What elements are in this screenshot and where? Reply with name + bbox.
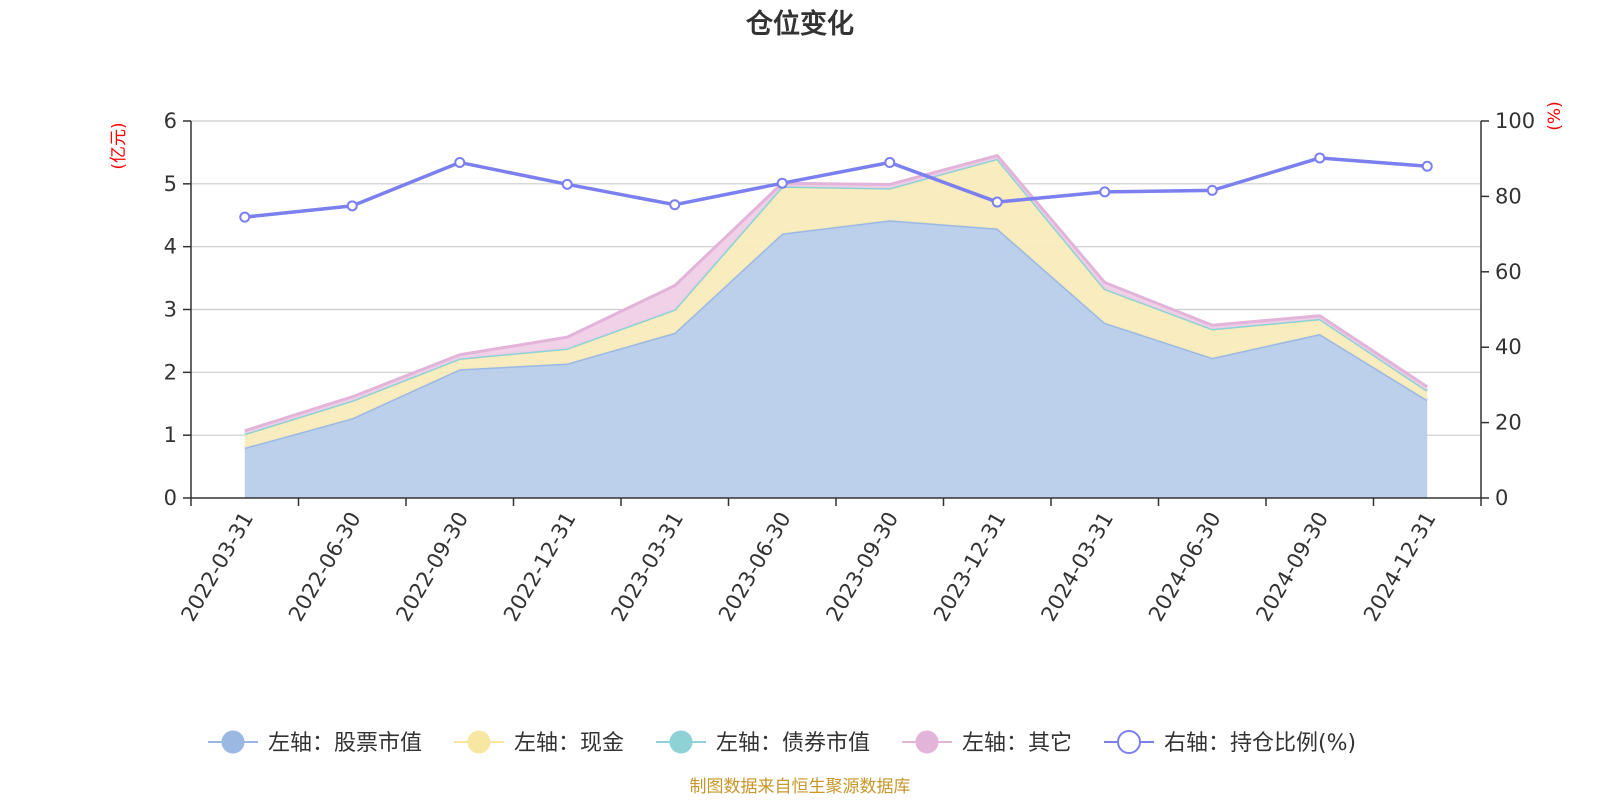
data-source-note: 制图数据来自恒生聚源数据库	[690, 777, 911, 797]
legend-item-4[interactable]: 右轴：持仓比例(%)	[1104, 730, 1356, 756]
x-tick-label-8: 2024-03-31	[1036, 508, 1118, 626]
holding-ratio-point-4	[669, 199, 681, 211]
x-tick-label-4: 2023-03-31	[606, 508, 688, 626]
legend-marker-3	[915, 730, 939, 754]
x-tick-label-7: 2023-12-31	[929, 508, 1011, 626]
legend-marker-2	[669, 730, 693, 754]
area-series-0	[244, 220, 1428, 498]
legend-label-3: 左轴：其它	[962, 731, 1072, 756]
holding-ratio-point-0	[239, 211, 251, 223]
holding-ratio-point-11	[1421, 160, 1433, 172]
legend-marker-1	[467, 730, 491, 754]
legend: 左轴：股票市值 左轴：现金 左轴：债券市值 左轴：其它 右轴：持仓比例(%)	[208, 730, 1356, 756]
x-tick-label-1: 2022-06-30	[284, 508, 366, 626]
holding-ratio-point-1	[346, 200, 358, 212]
legend-label-1: 左轴：现金	[514, 731, 624, 756]
chart-title: 仓位变化	[745, 8, 854, 40]
holding-ratio-path	[244, 156, 1428, 219]
legend-label-2: 左轴：债券市值	[716, 731, 870, 756]
x-tick-label-3: 2022-12-31	[499, 508, 581, 626]
right-tick-label-1: 20	[1495, 411, 1522, 435]
holding-ratio-point-9	[1206, 184, 1218, 196]
left-axis-unit: (亿元)	[109, 122, 129, 169]
right-tick-label-3: 60	[1495, 260, 1522, 284]
holding-ratio-point-6	[884, 156, 896, 168]
holding-ratio-point-2	[454, 156, 466, 168]
holding-ratio-point-3	[561, 178, 573, 190]
x-tick-label-6: 2023-09-30	[821, 508, 903, 626]
right-tick-label-0: 0	[1495, 486, 1508, 510]
x-tick-label-9: 2024-06-30	[1144, 508, 1226, 626]
left-tick-label-5: 5	[164, 172, 177, 196]
right-tick-label-2: 40	[1495, 335, 1522, 359]
legend-item-2[interactable]: 左轴：债券市值	[656, 730, 870, 756]
x-tick-label-0: 2022-03-31	[176, 508, 258, 626]
stacked-areas	[244, 154, 1429, 498]
x-tick-label-10: 2024-09-30	[1251, 508, 1333, 626]
legend-marker-0	[221, 730, 245, 754]
right-tick-label-4: 80	[1495, 184, 1522, 208]
legend-item-0[interactable]: 左轴：股票市值	[208, 730, 422, 756]
left-tick-label-2: 2	[164, 360, 177, 384]
right-axis-unit: (%)	[1545, 101, 1565, 130]
x-tick-label-11: 2024-12-31	[1359, 508, 1441, 626]
legend-label-0: 左轴：股票市值	[268, 731, 422, 756]
x-tick-label-5: 2023-06-30	[714, 508, 796, 626]
holding-ratio-line	[239, 152, 1433, 223]
right-tick-label-5: 100	[1495, 109, 1535, 133]
area-series-1	[244, 158, 1428, 448]
left-tick-label-3: 3	[164, 298, 177, 322]
legend-item-1[interactable]: 左轴：现金	[454, 730, 624, 756]
holding-ratio-point-8	[1099, 186, 1111, 198]
legend-item-3[interactable]: 左轴：其它	[902, 730, 1072, 756]
left-tick-label-0: 0	[164, 486, 177, 510]
holding-ratio-point-5	[776, 177, 788, 189]
legend-marker-4	[1117, 730, 1141, 754]
x-tick-label-2: 2022-09-30	[391, 508, 473, 626]
left-tick-label-6: 6	[164, 109, 177, 133]
holding-ratio-point-7	[991, 196, 1003, 208]
area-series-0-edge	[244, 218, 1429, 450]
left-tick-label-4: 4	[164, 235, 177, 259]
legend-label-4: 右轴：持仓比例(%)	[1164, 731, 1356, 756]
holding-ratio-point-10	[1314, 152, 1326, 164]
left-tick-label-1: 1	[164, 423, 177, 447]
area-series-3-edge	[244, 154, 1429, 433]
